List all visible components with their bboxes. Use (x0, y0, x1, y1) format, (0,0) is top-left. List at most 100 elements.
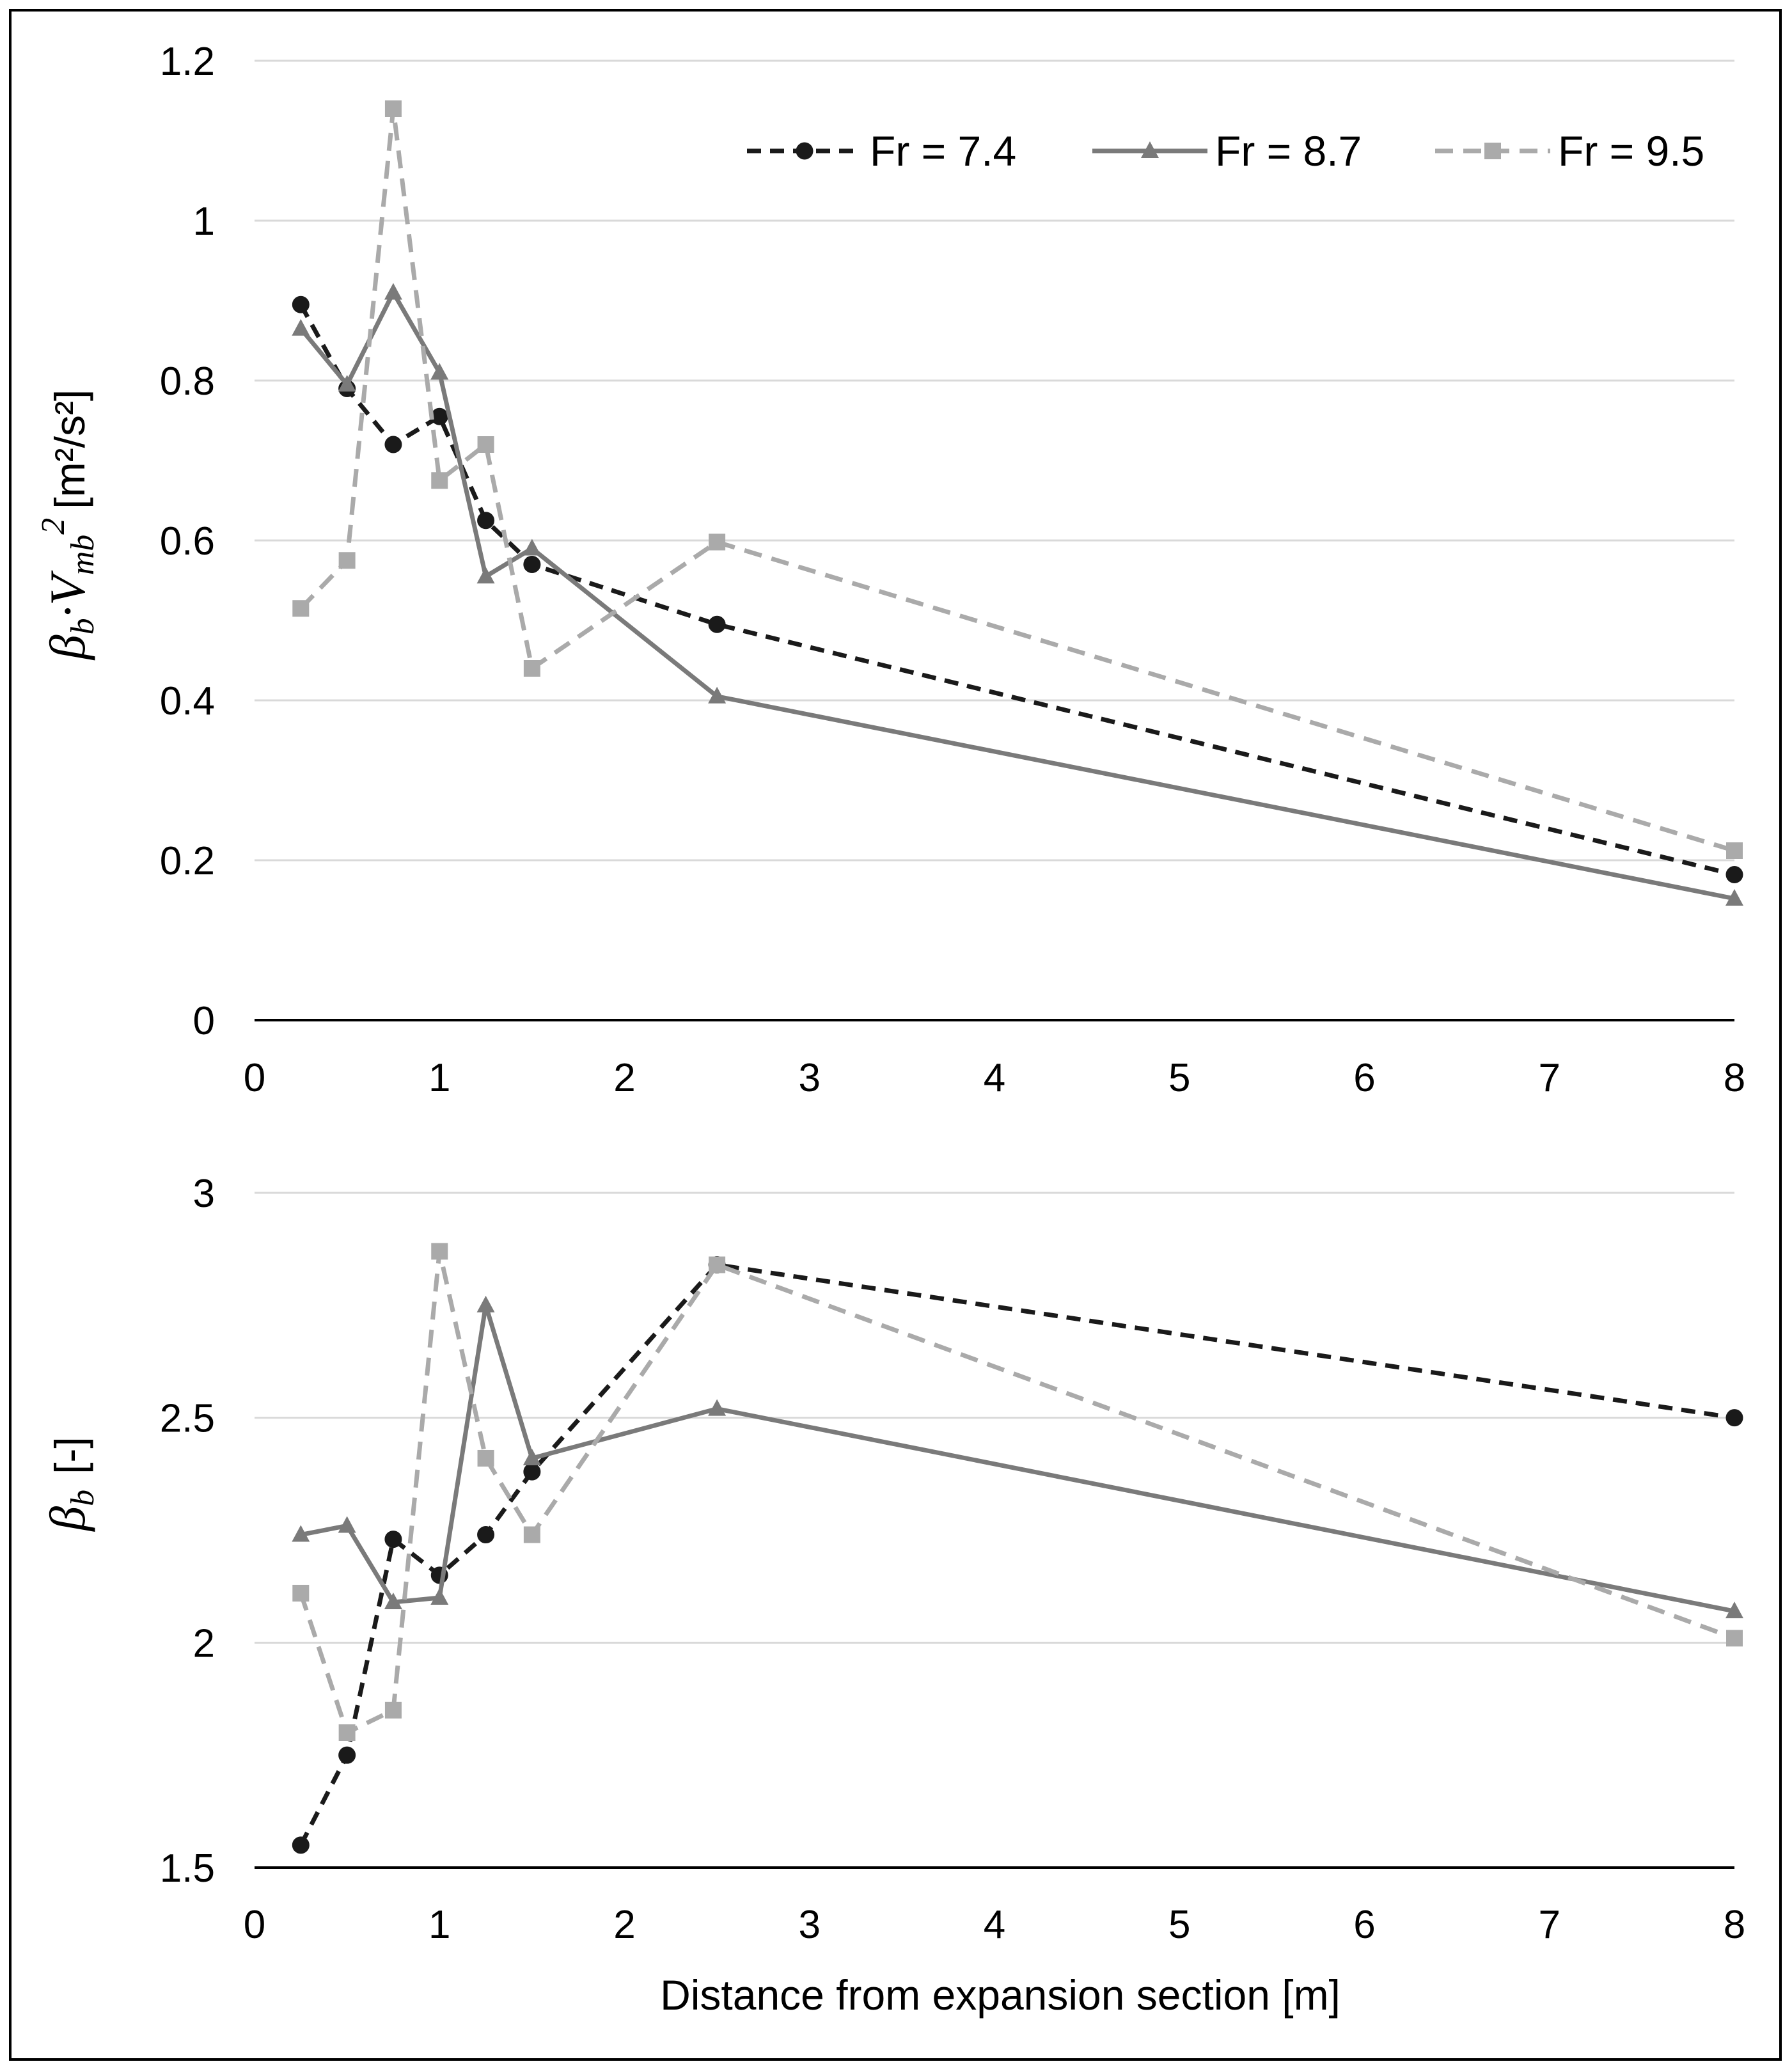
top-x-tick-label: 2 (613, 1056, 635, 1100)
legend-item-fr-7-4: Fr = 7.4 (747, 127, 1016, 175)
bottom-point-fr-7-4 (338, 1746, 356, 1764)
top-point-fr-9-5 (292, 600, 310, 617)
bottom-x-tick-label: 3 (799, 1903, 821, 1947)
bottom-x-tick-label: 6 (1353, 1903, 1375, 1947)
bottom-x-tick-label: 5 (1168, 1903, 1190, 1947)
bottom-series-fr-8-7 (292, 1295, 1743, 1619)
bottom-series-line-fr-7-4 (299, 1263, 1735, 1847)
x-axis-label: Distance from expansion section [m] (660, 1971, 1340, 2019)
top-point-fr-9-5 (384, 100, 402, 117)
top-point-fr-7-4 (292, 295, 310, 313)
bottom-series-fr-7-4 (292, 1256, 1743, 1854)
figure-frame (9, 9, 1782, 2061)
top-series-fr-9-5 (292, 100, 1743, 859)
top-point-fr-9-5 (709, 533, 726, 551)
top-y-tick-label: 1.2 (160, 40, 215, 84)
top-gridlines (255, 59, 1734, 1021)
bottom-x-tick-label: 1 (428, 1903, 450, 1947)
bottom-point-fr-7-4 (384, 1531, 402, 1548)
bottom-point-fr-7-4 (523, 1463, 541, 1481)
bottom-x-tick-label: 2 (613, 1903, 635, 1947)
top-y-tick-label: 1 (193, 200, 215, 244)
bottom-series (292, 1243, 1743, 1854)
bottom-y-tick-label: 3 (193, 1172, 215, 1216)
bottom-point-fr-9-5 (523, 1526, 540, 1543)
top-plot: 0 0.2 0.4 0.6 0.8 1 1.2 0 1 2 3 4 5 6 7 8 βb·Vmb2[m²/s… (35, 40, 1745, 1100)
top-series-line-fr-8-7 (299, 290, 1735, 901)
bottom-point-fr-9-5 (1726, 1630, 1743, 1647)
top-series-fr-8-7 (292, 283, 1743, 906)
top-x-tick-label: 3 (799, 1056, 821, 1100)
legend-label-fr-7-4: Fr = 7.4 (870, 127, 1016, 175)
top-x-tick-labels: 0 1 2 3 4 5 6 7 8 (244, 1056, 1745, 1100)
bottom-y-tick-label: 2.5 (160, 1397, 215, 1441)
bottom-series-fr-9-5 (292, 1243, 1743, 1741)
top-x-tick-label: 7 (1539, 1056, 1560, 1100)
bottom-point-fr-9-5 (338, 1724, 356, 1741)
top-x-tick-label: 8 (1724, 1056, 1745, 1100)
top-point-fr-7-4 (708, 615, 726, 633)
top-series-fr-7-4 (292, 295, 1743, 883)
top-point-fr-8-7 (476, 567, 495, 584)
top-point-fr-8-7 (1725, 889, 1743, 906)
bottom-point-fr-7-4 (292, 1836, 310, 1854)
bottom-y-tick-labels: 1.5 2 2.5 3 (160, 1172, 215, 1891)
legend-marker-fr-7-4 (796, 142, 813, 160)
legend-label-fr-8-7: Fr = 8.7 (1215, 127, 1362, 175)
bottom-point-fr-8-7 (476, 1295, 495, 1312)
top-point-fr-8-7 (384, 283, 402, 300)
legend-item-fr-8-7: Fr = 8.7 (1092, 127, 1362, 175)
top-x-tick-label: 1 (428, 1056, 450, 1100)
legend-item-fr-9-5: Fr = 9.5 (1435, 127, 1704, 175)
bottom-y-tick-label: 1.5 (160, 1847, 215, 1891)
top-x-tick-label: 0 (244, 1056, 265, 1100)
top-y-tick-label: 0.6 (160, 519, 215, 563)
legend-marker-fr-8-7 (1141, 141, 1159, 158)
top-point-fr-7-4 (430, 407, 448, 425)
bottom-point-fr-8-7 (292, 1525, 310, 1542)
bottom-point-fr-9-5 (477, 1449, 494, 1467)
bottom-point-fr-8-7 (523, 1448, 541, 1465)
legend-label-fr-9-5: Fr = 9.5 (1558, 127, 1704, 175)
top-point-fr-8-7 (292, 319, 310, 336)
bottom-x-tick-label: 8 (1724, 1903, 1745, 1947)
top-y-tick-label: 0.8 (160, 359, 215, 404)
bottom-plot: 1.5 2 2.5 3 0 1 2 3 4 5 6 7 8 βb[-] Distance from e… (40, 1172, 1745, 2019)
bottom-x-tick-labels: 0 1 2 3 4 5 6 7 8 (244, 1903, 1745, 1947)
top-x-tick-label: 6 (1353, 1056, 1375, 1100)
top-point-fr-7-4 (1725, 866, 1743, 883)
top-point-fr-7-4 (384, 436, 402, 453)
bottom-point-fr-9-5 (709, 1256, 726, 1273)
top-point-fr-9-5 (431, 472, 448, 489)
top-point-fr-8-7 (430, 363, 449, 380)
top-point-fr-9-5 (338, 552, 356, 569)
bottom-x-tick-label: 0 (244, 1903, 265, 1947)
top-y-tick-label: 0 (193, 999, 215, 1043)
top-y-tick-label: 0.4 (160, 679, 215, 723)
top-y-tick-labels: 0 0.2 0.4 0.6 0.8 1 1.2 (160, 40, 215, 1043)
bottom-y-tick-label: 2 (193, 1621, 215, 1665)
bottom-point-fr-8-7 (1725, 1602, 1743, 1619)
top-y-axis-label: βb·Vmb2[m²/s²] (35, 390, 101, 661)
bottom-point-fr-8-7 (338, 1516, 356, 1533)
top-point-fr-9-5 (1726, 842, 1743, 859)
top-x-tick-label: 4 (984, 1056, 1005, 1100)
bottom-point-fr-7-4 (477, 1526, 495, 1544)
bottom-x-tick-label: 7 (1539, 1903, 1560, 1947)
bottom-x-tick-label: 4 (984, 1903, 1005, 1947)
top-series (292, 100, 1743, 906)
legend-marker-fr-9-5 (1484, 143, 1501, 159)
bottom-series-line-fr-8-7 (300, 1303, 1735, 1614)
top-point-fr-7-4 (523, 556, 541, 573)
bottom-point-fr-8-7 (384, 1593, 402, 1610)
top-point-fr-8-7 (338, 375, 356, 392)
legend: Fr = 7.4 Fr = 8.7 Fr = 9.5 (747, 127, 1704, 175)
bottom-point-fr-9-5 (292, 1584, 310, 1602)
top-point-fr-7-4 (477, 512, 495, 530)
bottom-y-axis-label: βb[-] (40, 1437, 101, 1532)
top-x-tick-label: 5 (1168, 1056, 1190, 1100)
top-point-fr-8-7 (523, 539, 541, 556)
bottom-point-fr-8-7 (430, 1588, 449, 1605)
top-y-tick-label: 0.2 (160, 839, 215, 883)
